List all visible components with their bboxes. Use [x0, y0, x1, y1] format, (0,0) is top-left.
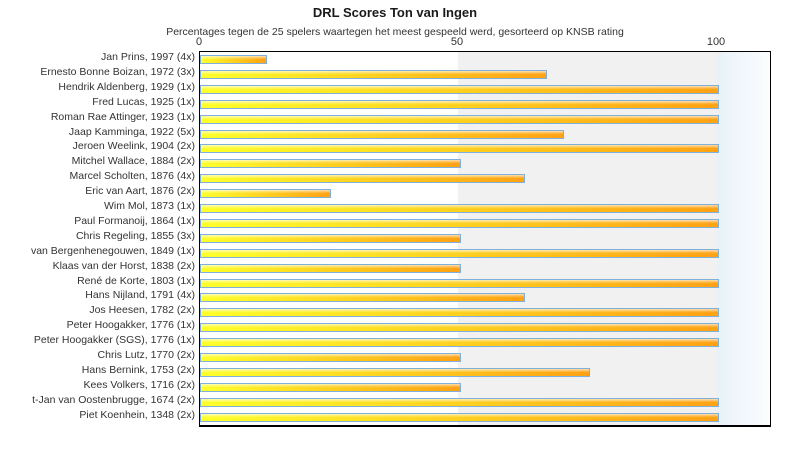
category-label: Hans Bernink, 1753 (2x): [81, 363, 195, 376]
bar: [200, 174, 526, 184]
x-axis-tick-0: 0: [195, 36, 203, 48]
bar: [200, 248, 719, 258]
category-label: Klaas van der Horst, 1838 (2x): [52, 259, 195, 272]
bar: [200, 233, 461, 243]
bar: [200, 382, 461, 392]
chart-subtitle: Percentages tegen de 25 spelers waartege…: [166, 26, 624, 38]
category-label: Roman Rae Attinger, 1923 (1x): [50, 110, 195, 123]
bar: [200, 353, 461, 362]
bar: [200, 129, 564, 139]
category-label: Piet Koenhein, 1348 (2x): [79, 408, 195, 421]
bar: [200, 293, 526, 303]
category-label: Fred Lucas, 1925 (1x): [92, 95, 195, 108]
bar: [200, 99, 719, 109]
bar: [200, 114, 719, 124]
bar: [200, 204, 719, 213]
bar: [200, 69, 547, 79]
category-label: van Bergenhenegouwen, 1849 (1x): [30, 244, 195, 257]
category-label: Chris Lutz, 1770 (2x): [97, 349, 195, 361]
bar: [200, 397, 719, 407]
category-label: Marcel Scholten, 1876 (4x): [69, 170, 195, 183]
category-label: t-Jan van Oostenbrugge, 1674 (2x): [32, 393, 195, 406]
bar: [200, 218, 719, 228]
bar: [200, 144, 719, 154]
category-label: Hans Nijland, 1791 (4x): [85, 289, 195, 302]
chart-title: DRL Scores Ton van Ingen: [312, 5, 478, 20]
category-label: Wim Mol, 1873 (1x): [103, 200, 195, 212]
bar: [200, 278, 719, 288]
category-label: Jan Prins, 1997 (4x): [101, 51, 195, 63]
bar: [200, 323, 719, 333]
category-label: René de Korte, 1803 (1x): [77, 274, 195, 287]
category-label: Jeroen Weelink, 1904 (2x): [72, 140, 195, 153]
category-label: Eric van Aart, 1876 (2x): [85, 185, 195, 198]
bar: [200, 189, 332, 199]
category-label: Chris Regeling, 1855 (3x): [75, 229, 195, 242]
category-label: Jos Heesen, 1782 (2x): [89, 304, 195, 317]
bar: [200, 55, 267, 64]
category-label: Ernesto Bonne Boizan, 1972 (3x): [40, 65, 195, 78]
category-label: Jaap Kamminga, 1922 (5x): [68, 125, 195, 138]
x-axis-tick-100: 100: [706, 36, 726, 48]
category-label: Peter Hoogakker, 1776 (1x): [66, 319, 195, 332]
category-label: Peter Hoogakker (SGS), 1776 (1x): [33, 334, 195, 347]
category-label: Paul Formanoij, 1864 (1x): [74, 214, 195, 227]
bar: [200, 84, 719, 94]
plot-area: [199, 51, 771, 427]
category-label: Kees Volkers, 1716 (2x): [83, 378, 195, 391]
bar: [200, 263, 461, 273]
category-label: Hendrik Aldenberg, 1929 (1x): [58, 80, 195, 93]
bar: [200, 308, 719, 318]
category-label: Mitchel Wallace, 1884 (2x): [71, 155, 195, 168]
x-axis-tick-50: 50: [450, 36, 464, 48]
bar: [200, 338, 719, 348]
bar: [200, 367, 590, 377]
bar: [200, 159, 461, 169]
bar: [200, 412, 719, 422]
